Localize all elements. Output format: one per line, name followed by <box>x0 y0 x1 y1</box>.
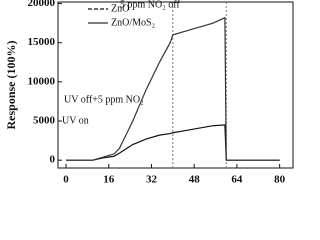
series-line <box>66 16 280 161</box>
x-tick-label: 16 <box>103 174 115 186</box>
x-tick-label: 32 <box>146 174 158 186</box>
x-tick-label: 48 <box>189 174 201 186</box>
y-tick-label: 10000 <box>28 75 56 87</box>
x-tick-label: 0 <box>63 174 69 186</box>
annotation: UV on <box>62 115 89 126</box>
y-tick-label: 15000 <box>28 36 56 48</box>
y-tick-label: 0 <box>50 154 56 166</box>
y-tick-label: 5000 <box>33 115 56 127</box>
legend-label: ZnO <box>111 3 129 14</box>
plot-frame <box>57 1 294 169</box>
y-axis-label: Response (100%) <box>4 40 18 129</box>
annotation: UV off+5 ppm NO₂ <box>64 94 144 105</box>
y-tick-label: 20000 <box>28 0 56 9</box>
x-tick-label: 80 <box>274 174 286 186</box>
x-tick-label: 64 <box>231 174 243 186</box>
legend-label: ZnO/MoS₂ <box>111 17 155 28</box>
chart: Response (100%) 5 ppm NO₂ off UV off+5 p… <box>4 0 294 186</box>
annotation: 5 ppm NO₂ off <box>120 0 180 10</box>
